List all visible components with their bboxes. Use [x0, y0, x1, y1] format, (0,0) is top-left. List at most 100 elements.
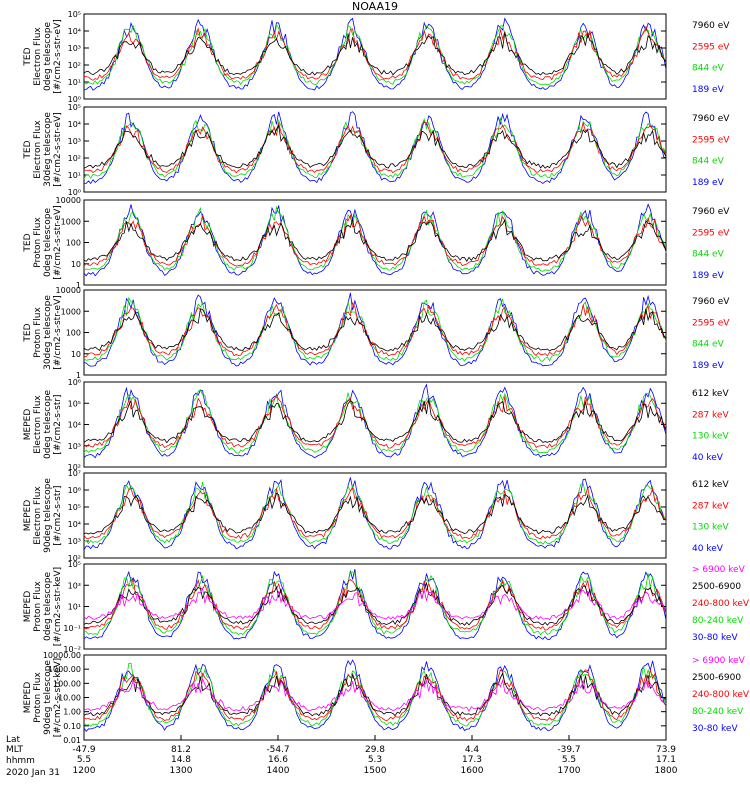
y-tick-label: 100.00 — [53, 679, 81, 688]
date-label: 2020 Jan 31 — [6, 768, 60, 778]
legend-entry: 40 keV — [692, 544, 724, 554]
y-axis-label-line: MEPED — [23, 682, 33, 714]
y-axis-label-line: Electron Flux — [33, 27, 43, 86]
series-ff00ff — [83, 677, 667, 712]
panel-meped-electron-90deg: 10² 10³ 10⁴ 10⁵ 10⁶ 10⁷ MEPED Electron Flux 90de… — [23, 469, 729, 563]
series-0000ff — [83, 477, 667, 550]
series-000000 — [83, 308, 667, 352]
y-tick-label: 10⁰ — [68, 188, 81, 197]
legend-entry: 2595 eV — [692, 318, 730, 328]
panel-frame — [83, 106, 667, 193]
panel-ted-proton-0deg: 1 10 100 1000 10000 TED Proton Flux 0deg telesc… — [23, 196, 730, 290]
y-tick-label: 10⁵ — [68, 103, 81, 112]
y-axis-label-line: [#/cm2-s-str] — [53, 394, 63, 454]
y-tick-label: 10⁷ — [68, 469, 81, 478]
legend-entry: 2595 eV — [692, 228, 730, 238]
series-ff0000 — [83, 669, 667, 722]
x-row-label-mlt: MLT — [6, 745, 24, 755]
legend-entry: 130 keV — [692, 432, 729, 442]
x-tick-mlt: 5.3 — [368, 755, 382, 765]
y-tick-label: 10¹ — [68, 603, 81, 612]
y-axis-label-line: Proton Flux — [33, 672, 43, 723]
y-tick-label: 10³ — [68, 537, 81, 546]
legend-entry: 80-240 keV — [692, 707, 744, 717]
y-axis-label-line: Proton Flux — [33, 307, 43, 358]
series-000000 — [83, 218, 667, 262]
y-axis-label-line: [#/cm2-s-str-keV] — [53, 567, 63, 646]
series-ff0000 — [83, 487, 667, 540]
legend-entry: 189 eV — [692, 361, 725, 371]
panel-ted-electron-30deg: 10⁰ 10¹ 10² 10³ 10⁴ 10⁵ TED Electron Flux 30deg … — [23, 103, 730, 197]
panel-frame — [83, 289, 667, 376]
x-tick-mlt: 17.1 — [656, 755, 676, 765]
y-tick-label: 10⁴ — [68, 520, 81, 529]
x-tick-mlt: 16.6 — [268, 755, 288, 765]
series-ff0000 — [83, 578, 667, 631]
x-tick-mlt: 17.3 — [462, 755, 482, 765]
y-tick-label: 10² — [68, 61, 81, 70]
y-tick-label: 10⁴ — [68, 421, 81, 430]
legend-entry: > 6900 keV — [692, 565, 746, 575]
y-axis-label-line: 30deg telescope — [43, 112, 53, 187]
panel-meped-proton-90deg: 0.01 0.10 1.00 10.00 100.00 1000.00 10000.00 ME… — [23, 651, 750, 745]
x-tick-mlt: 5.5 — [77, 755, 91, 765]
y-tick-label: 10⁵ — [68, 10, 81, 19]
y-tick-label: 10⁶ — [68, 486, 81, 495]
y-axis-label-line: TED — [23, 323, 33, 342]
y-tick-label: 1000.00 — [48, 665, 81, 674]
legend-entry: 189 eV — [692, 85, 725, 95]
x-tick-lat: 29.8 — [365, 745, 385, 755]
y-tick-label: 100 — [66, 329, 81, 338]
y-tick-label: 10⁵ — [68, 399, 81, 408]
series-00dd00 — [83, 662, 667, 727]
legend-entry: 2500-6900 — [692, 673, 741, 683]
y-tick-label: 0.10 — [63, 722, 81, 731]
y-tick-label: 10⁴ — [68, 120, 81, 129]
y-tick-label: 100 — [66, 239, 81, 248]
series-000000 — [83, 124, 667, 169]
legend-entry: 287 keV — [692, 501, 729, 511]
series-00dd00 — [83, 205, 667, 272]
panel-meped-electron-0deg: 10² 10³ 10⁴ 10⁵ 10⁶ MEPED Electron Flux 0deg te… — [23, 378, 729, 472]
legend-entry: 30-80 keV — [692, 724, 738, 734]
y-axis-label-line: [#/cm2-s-str-eV] — [53, 19, 63, 94]
y-axis-label-line: 0deg telescope — [43, 208, 53, 278]
x-tick-mlt: 5.5 — [562, 755, 576, 765]
legend-entry: 844 eV — [692, 157, 725, 167]
panel-meped-proton-0deg: 10⁻² 10⁻¹ 10¹ 10³ 10⁵ MEPED Proton Flux 0deg te… — [23, 560, 750, 654]
y-tick-label: 10³ — [68, 137, 81, 146]
y-axis-label-line: Electron Flux — [33, 486, 43, 545]
y-axis-label-line: [#/cm2-s-str-eV] — [53, 112, 63, 187]
y-axis-label-line: Electron Flux — [33, 395, 43, 454]
y-axis-label-line: [#/cm2-s-str-eV] — [53, 295, 63, 370]
y-axis-label-line: 90deg telescope — [43, 478, 53, 553]
x-tick-lat: 4.4 — [465, 745, 480, 755]
x-tick-lat: -54.7 — [266, 745, 289, 755]
series-ff0000 — [83, 394, 667, 449]
legend-entry: 189 eV — [692, 271, 725, 281]
x-tick-lat: -47.9 — [72, 745, 96, 755]
y-tick-label: 10 — [71, 350, 81, 359]
legend-entry: 30-80 keV — [692, 633, 738, 643]
y-axis-label-line: TED — [23, 47, 33, 66]
series-0000ff — [83, 203, 667, 277]
series-00dd00 — [83, 389, 667, 454]
y-axis-label-line: MEPED — [23, 591, 33, 623]
y-tick-label: 10² — [68, 554, 81, 563]
legend-entry: 7960 eV — [692, 114, 730, 124]
series-0000ff — [83, 17, 667, 91]
y-tick-label: 10⁻¹ — [63, 624, 81, 633]
y-axis-label-line: 0deg telescope — [43, 22, 53, 92]
legend-entry: 7960 eV — [692, 21, 730, 31]
legend-entry: 612 keV — [692, 480, 729, 490]
y-tick-label: 10⁰ — [68, 95, 81, 104]
y-tick-label: 10000.00 — [43, 651, 81, 660]
y-axis-label-line: 0deg telescope — [43, 390, 53, 460]
x-tick-lat: 81.2 — [171, 745, 191, 755]
y-axis-label-line: Electron Flux — [33, 120, 43, 179]
y-tick-label: 10⁵ — [68, 503, 81, 512]
panel-ted-proton-30deg: 1 10 100 1000 10000 TED Proton Flux 30deg teles… — [23, 286, 730, 380]
series-0000ff — [83, 111, 667, 185]
x-tick-hhmm: 1200 — [73, 766, 96, 776]
legend-entry: 189 eV — [692, 178, 725, 188]
